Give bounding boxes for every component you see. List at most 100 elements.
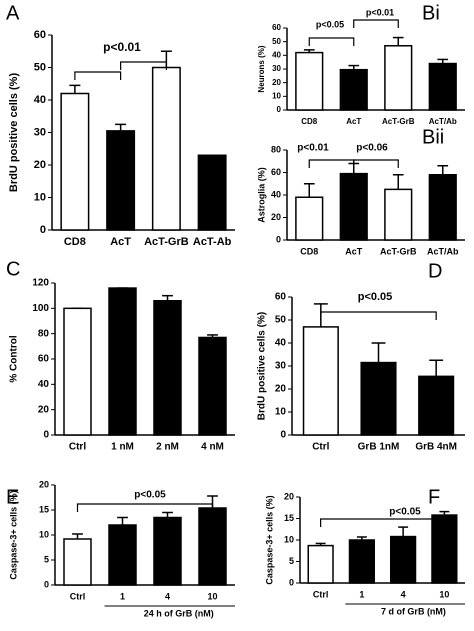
y-tick-label: 40	[272, 50, 281, 59]
y-tick-label: 20	[284, 491, 294, 501]
y-tick-label: 20	[272, 78, 281, 87]
y-axis-label: BrdU positive cells (%)	[8, 73, 20, 193]
bar	[60, 92, 90, 231]
y-axis-label: Caspase-3+ cells (%)	[8, 490, 18, 579]
x-axis-label: 24 h of GrB (nM)	[144, 608, 214, 618]
y-tick-label: 0	[289, 577, 294, 587]
x-tick-label: 10	[207, 591, 217, 601]
annotation: p<0.01	[297, 143, 329, 154]
bar	[339, 172, 368, 241]
x-tick-label: CD8	[300, 246, 318, 256]
bar	[63, 307, 92, 436]
y-tick-label: 10	[275, 407, 287, 418]
y-tick-label: 30	[34, 126, 46, 138]
panel-label: C	[6, 258, 20, 280]
x-tick-label: AcT/Ab	[429, 117, 457, 126]
x-tick-label: GrB 4nM	[415, 442, 457, 453]
panel-label: Bi	[422, 2, 440, 24]
y-tick-label: 50	[272, 37, 281, 46]
y-tick-label: 80	[271, 144, 281, 154]
bar	[295, 196, 324, 241]
bar	[197, 154, 227, 231]
significance-bracket	[74, 71, 122, 80]
y-tick-label: 40	[34, 94, 46, 106]
x-tick-label: AcT-Ab	[193, 236, 232, 248]
y-tick-label: 20	[39, 479, 49, 489]
annotation: p<0.05	[389, 507, 421, 518]
bar	[198, 507, 227, 586]
bar	[106, 130, 136, 231]
significance-bracket	[353, 159, 399, 168]
panel-label: F	[428, 486, 440, 508]
y-axis-label: Caspase-3+ cells (%)	[264, 495, 274, 584]
annotation: p<0.01	[103, 40, 141, 54]
y-tick-label: 0	[280, 430, 286, 441]
y-axis-label: BrdU positive cells (%)	[257, 312, 268, 420]
x-tick-label: Ctrl	[313, 589, 329, 599]
y-tick-label: 40	[275, 338, 287, 349]
x-tick-label: 2 nM	[156, 442, 179, 453]
y-tick-label: 60	[275, 292, 287, 303]
significance-bracket	[76, 503, 214, 512]
y-tick-label: 120	[32, 278, 49, 289]
y-tick-label: 20	[271, 212, 281, 222]
x-tick-label: AcT-GrB	[380, 246, 417, 256]
y-tick-label: 60	[271, 167, 281, 177]
x-tick-label: AcT-GrB	[144, 236, 189, 248]
y-tick-label: 0	[43, 430, 49, 441]
significance-bracket	[308, 159, 355, 168]
y-tick-label: 100	[32, 303, 49, 314]
y-tick-label: 60	[38, 354, 50, 365]
y-tick-label: 5	[44, 554, 49, 564]
bar	[63, 538, 92, 586]
bar	[418, 375, 455, 436]
x-tick-label: 4 nM	[201, 442, 224, 453]
y-tick-label: 15	[284, 513, 294, 523]
x-tick-label: 1	[120, 591, 125, 601]
y-tick-label: 50	[275, 315, 287, 326]
y-tick-label: 80	[38, 328, 50, 339]
panel-label: D	[428, 260, 442, 282]
bar	[384, 188, 413, 241]
y-tick-label: 10	[272, 91, 281, 100]
y-axis-label: % Control	[9, 335, 20, 382]
x-tick-label: AcT	[345, 246, 363, 256]
x-tick-label: CD8	[301, 117, 318, 126]
bar	[108, 524, 137, 586]
panel-label: E	[6, 486, 19, 508]
y-tick-label: 0	[277, 105, 282, 114]
significance-bracket	[320, 518, 445, 527]
y-axis-label: Neurons (%)	[257, 45, 266, 92]
x-tick-label: AcT	[346, 117, 361, 126]
y-tick-label: 20	[38, 404, 50, 415]
y-tick-label: 5	[289, 556, 294, 566]
y-tick-label: 20	[275, 384, 287, 395]
bar	[198, 336, 227, 436]
x-axis-label: 7 d of GrB (nM)	[381, 606, 446, 616]
x-tick-label: 10	[439, 589, 449, 599]
bar	[153, 516, 182, 586]
x-tick-label: AcT-GrB	[382, 117, 415, 126]
annotation: p<0.05	[316, 19, 344, 29]
y-tick-label: 10	[34, 191, 46, 203]
annotation: p<0.01	[366, 7, 394, 17]
x-tick-label: GrB 1nM	[358, 442, 400, 453]
bar	[302, 326, 339, 436]
x-tick-label: CD8	[64, 236, 86, 248]
y-tick-label: 40	[271, 189, 281, 199]
bar	[428, 174, 457, 241]
x-tick-label: 1 nM	[111, 442, 134, 453]
x-tick-label: 1	[359, 589, 364, 599]
bar	[307, 544, 334, 584]
x-tick-label: Ctrl	[69, 442, 86, 453]
bar	[108, 287, 137, 436]
y-tick-label: 15	[39, 504, 49, 514]
bar	[339, 68, 368, 111]
annotation: p<0.05	[358, 291, 393, 303]
x-tick-label: AcT	[110, 236, 131, 248]
significance-bracket	[120, 61, 167, 70]
bar	[428, 62, 457, 111]
x-tick-label: AcT/Ab	[427, 246, 459, 256]
x-tick-label: Ctrl	[312, 442, 329, 453]
y-tick-label: 30	[275, 361, 287, 372]
